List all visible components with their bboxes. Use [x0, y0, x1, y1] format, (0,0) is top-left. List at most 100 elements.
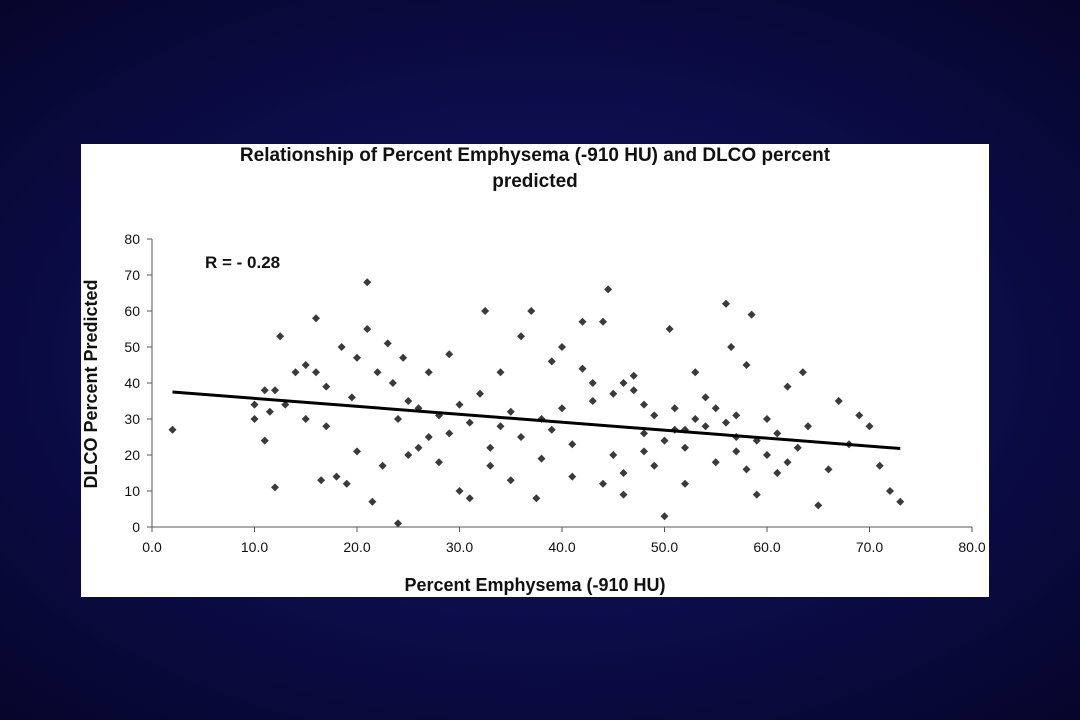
data-point — [260, 436, 269, 445]
data-point — [465, 418, 474, 427]
trendline-group — [172, 390, 901, 451]
data-point — [814, 501, 823, 510]
data-point — [711, 404, 720, 413]
chart-title-line-2: predicted — [492, 171, 578, 192]
chart-panel: Relationship of Percent Emphysema (-910 … — [81, 144, 989, 597]
data-point — [378, 461, 387, 470]
chart-title-line-1: Relationship of Percent Emphysema (-910 … — [240, 145, 831, 166]
y-tick-label: 50 — [124, 339, 140, 355]
data-point — [547, 357, 556, 366]
data-point — [481, 307, 490, 315]
data-point — [773, 429, 782, 438]
data-point — [640, 447, 648, 456]
data-point — [281, 400, 290, 409]
data-point — [517, 433, 525, 441]
data-point — [486, 461, 495, 470]
data-point — [763, 451, 771, 459]
data-point — [588, 397, 597, 405]
x-tick-label: 10.0 — [241, 539, 268, 555]
data-point — [665, 325, 674, 333]
data-point — [629, 386, 638, 395]
data-point — [742, 465, 751, 474]
data-point — [547, 425, 556, 434]
data-point — [527, 307, 536, 315]
data-point — [332, 472, 341, 481]
axes: 0.0 10.0 20.0 30.0 40.0 50.0 60.0 70.0 80.0 0 10 20… — [124, 231, 985, 555]
data-point — [599, 479, 607, 488]
data-point — [168, 425, 177, 434]
data-point — [681, 443, 689, 452]
y-tick-label: 0 — [132, 519, 140, 535]
y-tick-label: 40 — [124, 375, 140, 391]
data-point — [445, 429, 454, 438]
y-tick-label: 20 — [124, 447, 140, 463]
data-point — [588, 379, 597, 387]
data-point — [691, 415, 700, 423]
data-point — [558, 343, 566, 351]
data-point — [322, 382, 331, 391]
data-point — [875, 461, 884, 470]
data-point — [558, 404, 566, 413]
data-point — [691, 368, 700, 377]
data-point — [260, 386, 269, 395]
data-point — [445, 350, 454, 359]
data-point — [701, 393, 710, 402]
data-point — [660, 436, 669, 445]
data-point — [271, 386, 279, 395]
data-point — [804, 422, 812, 431]
data-point — [609, 451, 618, 459]
trendline — [172, 390, 901, 451]
data-point — [834, 397, 843, 405]
data-point — [650, 411, 659, 420]
data-point — [886, 487, 894, 495]
data-point — [752, 490, 761, 499]
data-point — [435, 458, 443, 467]
data-point — [783, 382, 792, 391]
data-point — [568, 440, 577, 449]
data-point — [363, 325, 372, 333]
data-point — [476, 389, 484, 398]
data-point — [742, 361, 751, 369]
data-point — [722, 299, 730, 308]
data-point — [670, 404, 679, 413]
data-point — [388, 379, 397, 387]
data-point — [732, 447, 741, 456]
data-point — [265, 407, 274, 416]
data-point — [640, 429, 648, 438]
correlation-annotation: R = - 0.28 — [205, 253, 280, 272]
data-point — [578, 317, 587, 326]
data-point — [793, 443, 802, 452]
data-point — [517, 332, 525, 341]
data-point — [455, 487, 464, 495]
data-point — [301, 361, 310, 369]
data-point — [865, 422, 874, 431]
x-tick-label: 70.0 — [856, 539, 883, 555]
data-point — [506, 476, 515, 485]
data-point — [424, 368, 433, 377]
data-point — [276, 332, 285, 341]
data-point — [496, 368, 505, 377]
data-point — [363, 278, 372, 287]
data-point — [394, 415, 402, 423]
data-point — [424, 433, 433, 441]
x-tick-label: 60.0 — [753, 539, 780, 555]
data-point — [650, 461, 659, 470]
data-point — [619, 379, 628, 387]
data-point — [629, 371, 638, 380]
data-point — [609, 389, 618, 398]
data-point — [604, 285, 613, 294]
x-tick-label: 0.0 — [142, 539, 162, 555]
data-point — [455, 400, 464, 409]
data-point — [701, 422, 710, 431]
data-point — [271, 483, 279, 492]
y-tick-label: 10 — [124, 483, 140, 499]
data-point — [312, 314, 320, 323]
data-point — [496, 422, 505, 431]
data-point — [250, 415, 259, 423]
data-point — [404, 451, 413, 459]
data-point — [619, 490, 628, 499]
x-tick-label: 40.0 — [548, 539, 575, 555]
data-point — [619, 469, 628, 477]
data-point — [383, 339, 392, 348]
data-point — [465, 494, 474, 503]
